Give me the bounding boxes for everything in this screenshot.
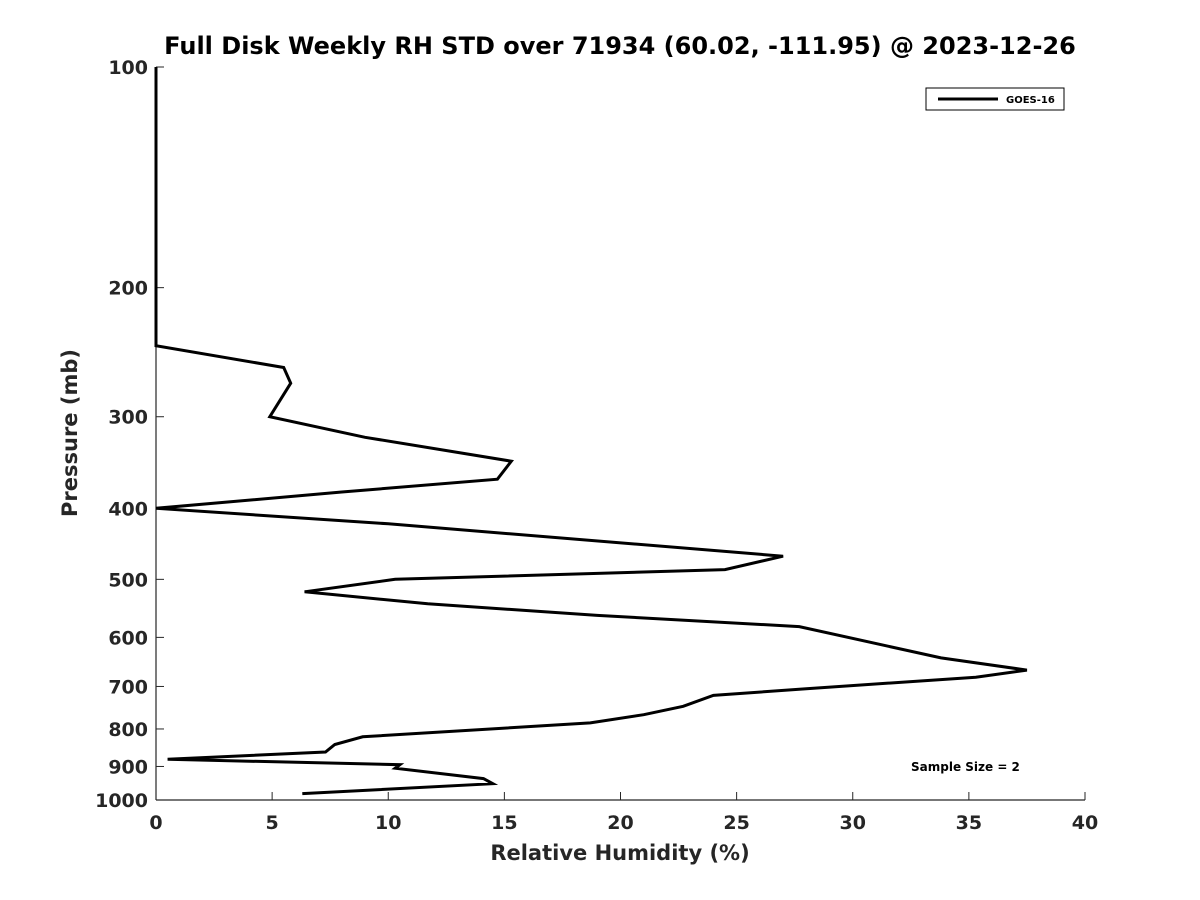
y-tick-label: 600 (108, 627, 148, 649)
x-tick-label: 0 (149, 812, 162, 834)
x-tick-label: 40 (1072, 812, 1098, 834)
x-tick-label: 10 (375, 812, 401, 834)
y-tick-label: 300 (108, 407, 148, 429)
legend-label-goes-16: GOES-16 (1006, 95, 1055, 106)
x-tick-label: 25 (723, 812, 749, 834)
ticks-group: 0 5 10 15 20 25 30 35 40 100 200 300 400 500 600 700 800… (95, 57, 1098, 834)
x-tick-label: 5 (266, 812, 279, 834)
series-group (154, 67, 1028, 796)
series-line-goes-16 (154, 67, 1028, 796)
chart-title: Full Disk Weekly RH STD over 71934 (60.0… (164, 32, 1076, 60)
x-tick-label: 20 (607, 812, 633, 834)
y-tick-label: 500 (108, 569, 148, 591)
y-tick-label: 900 (108, 756, 148, 778)
axes-group (155, 67, 1085, 801)
x-tick-label: 30 (840, 812, 866, 834)
sample-size-annotation: Sample Size = 2 (911, 760, 1020, 774)
y-tick-label: 700 (108, 676, 148, 698)
y-tick-label: 400 (108, 498, 148, 520)
y-tick-label: 800 (108, 719, 148, 741)
x-tick-label: 15 (491, 812, 517, 834)
y-axis-label: Pressure (mb) (58, 349, 82, 517)
legend: GOES-16 (925, 87, 1065, 111)
y-tick-label: 200 (108, 278, 148, 300)
x-tick-label: 35 (956, 812, 982, 834)
y-tick-label: 100 (108, 57, 148, 79)
x-axis-label: Relative Humidity (%) (490, 841, 749, 865)
y-tick-label: 1000 (95, 790, 148, 812)
